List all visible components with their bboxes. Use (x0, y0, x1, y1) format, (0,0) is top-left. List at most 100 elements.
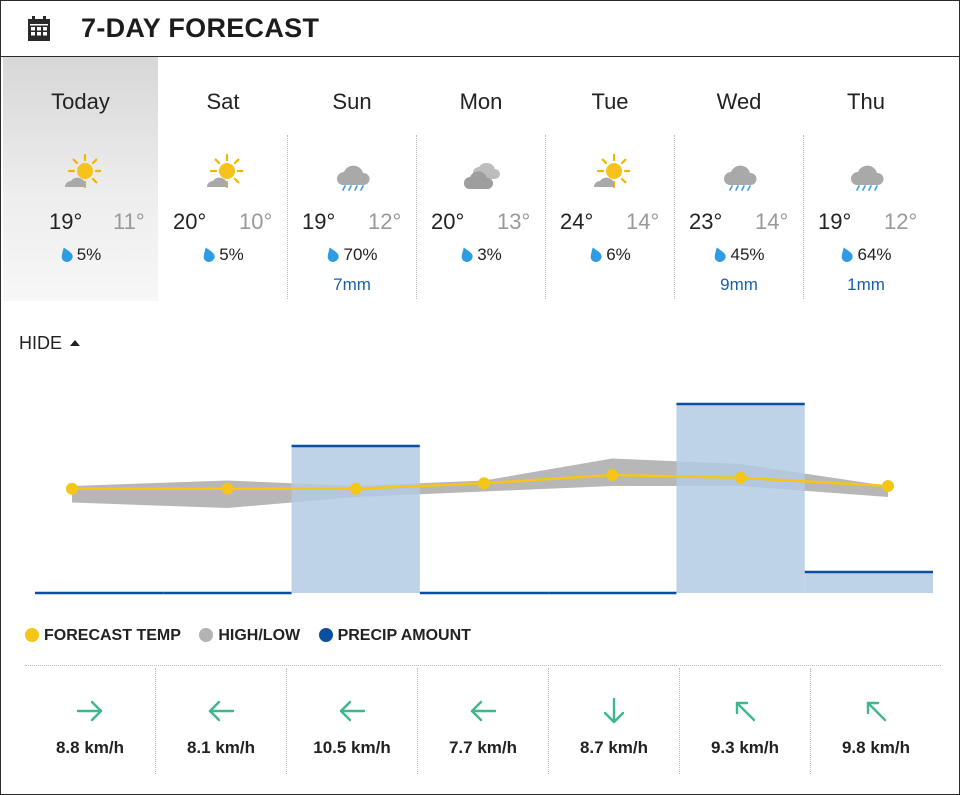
raindrop-icon (461, 247, 473, 262)
legend-dot (318, 628, 333, 642)
cloudy-icon (463, 162, 500, 189)
legend-precip-amount: PRECIP AMOUNT (318, 627, 471, 645)
precip-chance: 64% (804, 245, 928, 265)
day-name: Sat (206, 89, 240, 114)
column-divider (548, 668, 549, 774)
rain-icon (850, 165, 884, 191)
precip-bar (291, 446, 420, 593)
arrow-left-icon (208, 700, 235, 722)
column-divider (287, 135, 288, 299)
legend-high-low: HIGH/LOW (199, 627, 300, 645)
raindrop-icon (715, 247, 727, 262)
arrow-up-left-icon (735, 701, 756, 722)
wind-speed: 10.5 km/h (313, 738, 391, 757)
low-temp: 14° (626, 209, 660, 234)
forecast-chart (35, 402, 933, 595)
day-column-tue[interactable]: Tue 24° 14° 6% (546, 57, 674, 301)
day-column-wed[interactable]: Wed 23° 14° 45% 9mm (675, 57, 803, 301)
precip-chance-value: 64% (857, 245, 892, 264)
chart-legend: FORECAST TEMP HIGH/LOW PRECIP AMOUNT (25, 627, 485, 649)
low-temp: 12° (884, 209, 918, 234)
precip-amount: 7mm (333, 275, 371, 294)
hide-chart-toggle[interactable]: HIDE (19, 333, 81, 354)
column-divider (803, 135, 804, 299)
wind-speed: 9.8 km/h (841, 738, 911, 757)
wind-cell: 9.3 km/h (680, 666, 810, 774)
day-name: Tue (591, 89, 629, 114)
legend-label: HIGH/LOW (218, 627, 301, 644)
precip-bar (676, 404, 805, 593)
precip-chance-value: 5% (76, 245, 102, 264)
arrow-right-icon (76, 700, 103, 722)
partly-sunny-icon (594, 153, 630, 189)
wind-strip: 8.8 km/h 8.1 km/h 10.5 km/h 7.7 km/h 8.7… (25, 665, 941, 775)
day-name: Mon (459, 89, 503, 114)
forecast-temp-point (734, 471, 747, 484)
high-temp: 20° (431, 209, 465, 234)
forecast-temp-point (221, 482, 234, 495)
day-strip: Today 19° 11° 5% Sat 20° 10° 5% Sun 19° … (3, 57, 959, 301)
column-divider (679, 668, 680, 774)
column-divider (545, 135, 546, 299)
low-temp: 12° (368, 209, 402, 234)
rain-icon (723, 165, 757, 191)
high-temp: 19° (302, 209, 336, 234)
column-divider (417, 668, 418, 774)
wind-cell: 8.7 km/h (549, 666, 679, 774)
legend-dot (199, 628, 214, 642)
raindrop-icon (203, 247, 215, 262)
precip-amount: 9mm (720, 275, 758, 294)
precip-chance-value: 6% (606, 245, 631, 264)
high-temp: 19° (818, 209, 852, 234)
precip-chance-value: 45% (730, 245, 765, 264)
column-divider (674, 135, 675, 299)
wind-speed: 7.7 km/h (448, 738, 518, 757)
precip-bar (804, 572, 933, 593)
high-temp: 19° (49, 209, 83, 234)
low-temp: 13° (497, 209, 531, 234)
precip-chance-value: 3% (477, 245, 502, 264)
precip-amount: 1mm (847, 275, 885, 294)
precip-chance-value: 70% (343, 245, 378, 264)
forecast-temp-point (349, 482, 362, 495)
precip-chance: 45% (675, 245, 803, 265)
precip-chance: 5% (159, 245, 287, 265)
high-temp: 24° (560, 209, 594, 234)
precip-chance: 70% (288, 245, 416, 265)
legend-label: FORECAST TEMP (44, 627, 181, 644)
forecast-temp-point (606, 469, 619, 481)
day-column-today[interactable]: Today 19° 11° 5% (3, 57, 158, 301)
legend-dot (25, 628, 39, 642)
wind-cell: 8.8 km/h (25, 666, 155, 774)
day-name: Sun (332, 89, 372, 114)
high-temp: 23° (689, 209, 723, 234)
forecast-temp-point (478, 477, 490, 490)
arrow-left-icon (339, 700, 366, 722)
precip-chance: 3% (417, 245, 545, 265)
day-column-sat[interactable]: Sat 20° 10° 5% (159, 57, 287, 301)
widget-title: 7-DAY FORECAST (81, 13, 320, 43)
column-divider (155, 668, 156, 774)
partly-sunny-icon (64, 153, 101, 189)
raindrop-icon (328, 247, 340, 262)
column-divider (810, 668, 811, 774)
calendar-icon (28, 16, 50, 41)
low-temp: 11° (113, 209, 145, 234)
wind-speed: 8.8 km/h (55, 738, 125, 757)
wind-cell: 10.5 km/h (287, 666, 417, 774)
forecast-temp-point (66, 482, 78, 495)
low-temp: 14° (755, 209, 789, 234)
wind-cell: 7.7 km/h (418, 666, 548, 774)
wind-speed: 9.3 km/h (710, 738, 780, 757)
rain-icon (336, 165, 370, 191)
day-column-thu[interactable]: Thu 19° 12° 64% 1mm (804, 57, 928, 301)
day-column-sun[interactable]: Sun 19° 12° 70% 7mm (288, 57, 416, 301)
day-name: Thu (847, 89, 885, 114)
day-name: Today (51, 89, 110, 114)
day-column-mon[interactable]: Mon 20° 13° 3% (417, 57, 545, 301)
low-temp: 10° (239, 209, 273, 234)
raindrop-icon (842, 247, 854, 262)
wind-speed: 8.7 km/h (579, 738, 649, 757)
column-divider (286, 668, 287, 774)
